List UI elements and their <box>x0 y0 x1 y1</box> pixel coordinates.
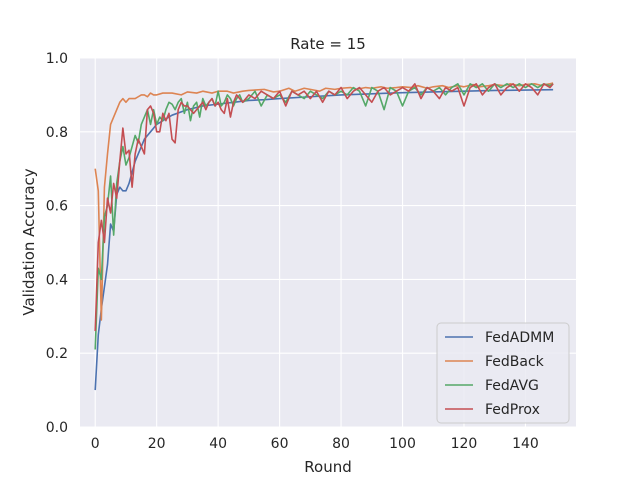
x-tick-label: 120 <box>451 436 478 452</box>
y-tick-label: 0.0 <box>46 420 68 436</box>
legend-box <box>436 322 570 424</box>
legend-label-fedback: FedBack <box>485 354 545 370</box>
x-tick-label: 100 <box>389 436 416 452</box>
x-axis-label: Round <box>304 458 351 476</box>
y-tick-label: 1.0 <box>46 51 68 67</box>
y-tick-label: 0.6 <box>46 199 68 215</box>
chart-title: Rate = 15 <box>290 35 366 53</box>
x-tick-label: 20 <box>148 436 166 452</box>
legend-label-fedadmm: FedADMM <box>485 330 554 346</box>
y-tick-label: 0.8 <box>46 125 68 141</box>
series-line-fedback <box>94 82 554 321</box>
series-line-fedprox <box>94 83 554 332</box>
legend: FedADMM FedBack FedAVG FedProx <box>436 322 570 424</box>
x-tick-label: 60 <box>271 436 289 452</box>
x-tick-labels: 0 20 40 60 80 100 120 140 <box>91 436 539 452</box>
series-lines <box>94 82 554 391</box>
legend-label-fedprox: FedProx <box>485 402 540 418</box>
y-tick-label: 0.2 <box>46 346 68 362</box>
x-tick-label: 40 <box>209 436 227 452</box>
series-line-fedavg <box>94 83 554 350</box>
x-tick-label: 140 <box>512 436 539 452</box>
y-tick-label: 0.4 <box>46 272 68 288</box>
x-tick-label: 80 <box>332 436 350 452</box>
legend-label-fedavg: FedAVG <box>485 378 539 394</box>
y-axis-label: Validation Accuracy <box>20 168 38 315</box>
y-tick-labels: 0.0 0.2 0.4 0.6 0.8 1.0 <box>46 51 68 436</box>
x-tick-label: 0 <box>91 436 100 452</box>
